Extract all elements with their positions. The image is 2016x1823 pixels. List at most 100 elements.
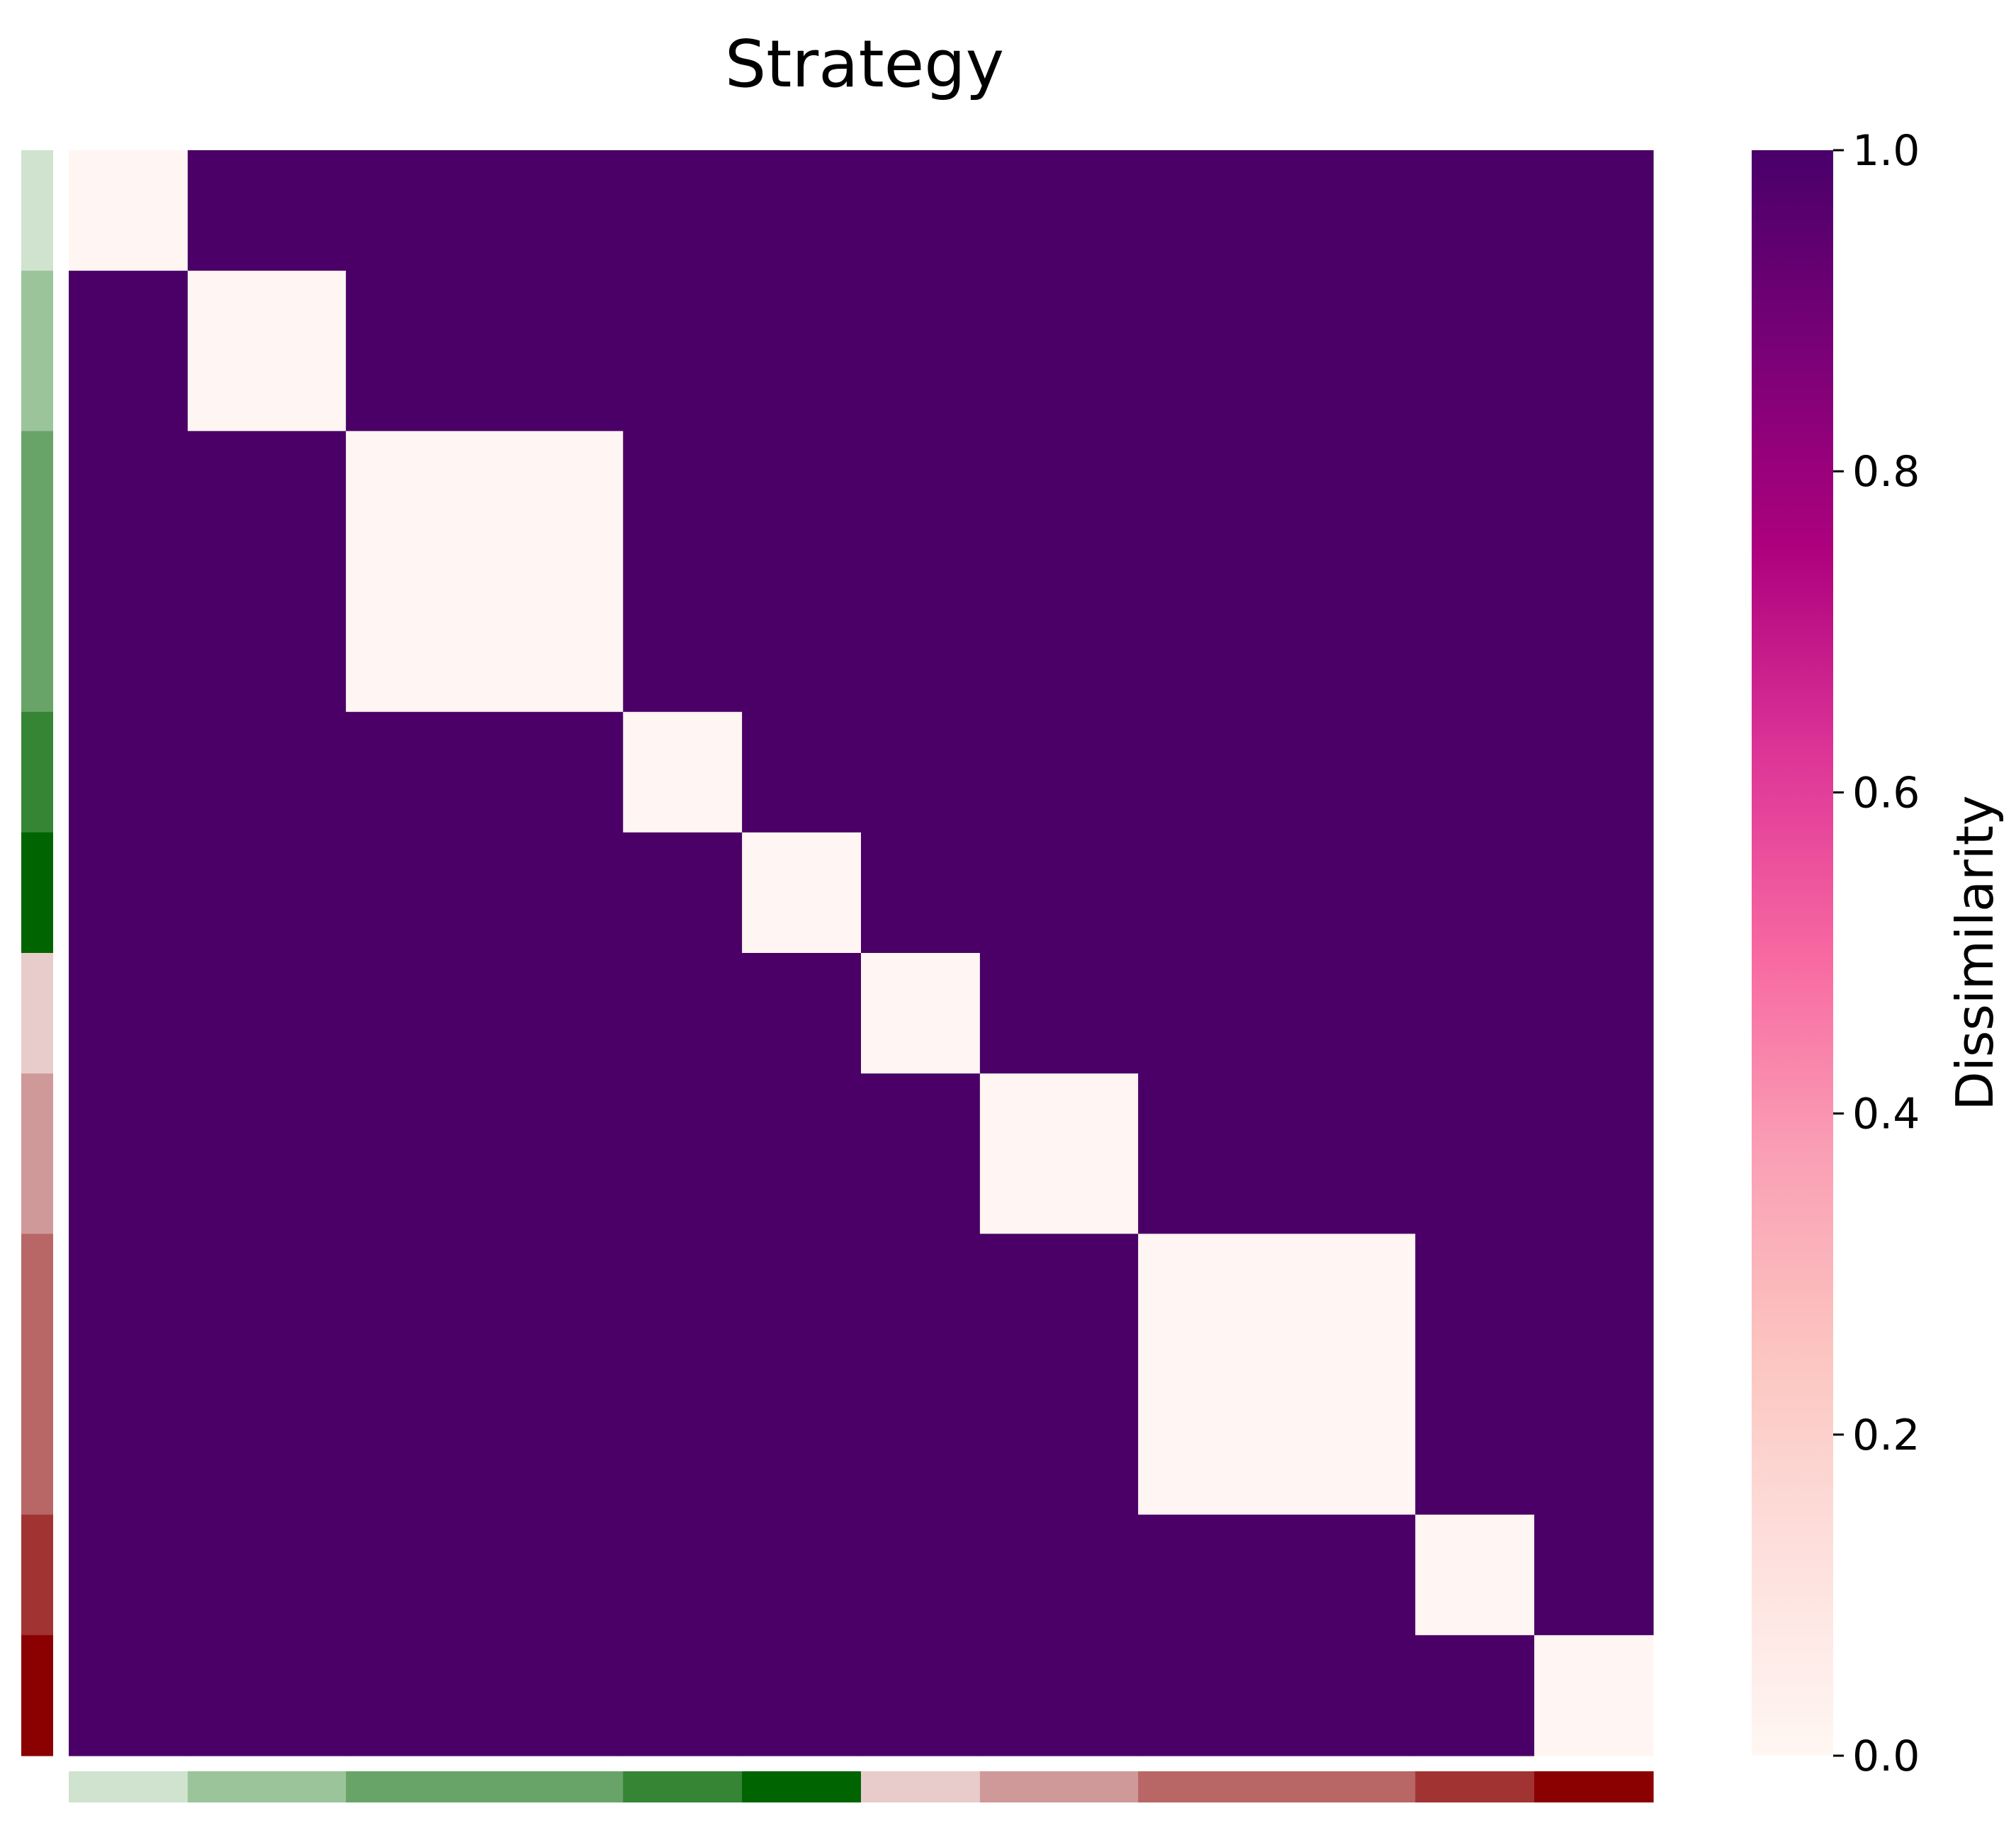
- heatmap-cell: [1415, 1073, 1535, 1234]
- heatmap-cell: [1415, 953, 1535, 1074]
- heatmap-cell: [742, 1234, 862, 1516]
- heatmap-cell: [1138, 271, 1416, 431]
- heatmap-cell: [346, 431, 624, 713]
- heatmap-cell: [346, 1234, 624, 1516]
- heatmap-cell: [69, 832, 188, 954]
- heatmap-cell: [1534, 271, 1654, 431]
- row-color-patch: [21, 711, 53, 833]
- heatmap-cell: [979, 431, 1139, 713]
- heatmap-cell: [69, 271, 188, 431]
- heatmap-cell: [346, 832, 624, 954]
- heatmap-cell: [69, 1073, 188, 1234]
- heatmap-cell: [979, 711, 1139, 833]
- chart-title: Strategy: [725, 26, 1004, 102]
- heatmap-cell: [346, 711, 624, 833]
- heatmap-cell: [1138, 1514, 1416, 1636]
- heatmap-cell: [861, 1073, 981, 1234]
- colorbar-ticks: 0.0 0.2 0.4 0.6 0.8 1.0: [1833, 126, 1920, 1781]
- heatmap-cells: [69, 150, 1654, 1756]
- column-color-patch: [187, 1771, 347, 1802]
- column-color-patch: [623, 1771, 743, 1802]
- heatmap-cell: [623, 953, 743, 1074]
- row-color-patch: [21, 1514, 53, 1636]
- heatmap-cell: [187, 1073, 347, 1234]
- heatmap-cell: [187, 1635, 347, 1756]
- heatmap-cell: [979, 832, 1139, 954]
- heatmap-cell: [1138, 431, 1416, 713]
- column-color-patch: [69, 1771, 188, 1802]
- heatmap-cell: [742, 953, 862, 1074]
- heatmap-cell: [1138, 832, 1416, 954]
- heatmap-cell: [623, 1635, 743, 1756]
- heatmap-cell: [346, 1073, 624, 1234]
- column-color-patch: [346, 1771, 624, 1802]
- row-color-patch: [21, 1635, 53, 1756]
- heatmap-cell: [187, 832, 347, 954]
- heatmap-cell: [979, 1514, 1139, 1636]
- heatmap-cell: [1415, 431, 1535, 713]
- heatmap-cell: [1534, 711, 1654, 833]
- heatmap-cell: [69, 711, 188, 833]
- colorbar-tick-label: 0.6: [1852, 768, 1920, 818]
- heatmap-cell: [1415, 832, 1535, 954]
- heatmap-cell: [1415, 1635, 1535, 1756]
- heatmap-cell: [187, 1514, 347, 1636]
- heatmap-cell: [1415, 1234, 1535, 1516]
- heatmap-cell: [69, 1234, 188, 1516]
- heatmap-cell: [742, 1514, 862, 1636]
- heatmap-cell: [1138, 953, 1416, 1074]
- heatmap-cell: [861, 711, 981, 833]
- heatmap-cell: [1534, 1635, 1654, 1756]
- colorbar-tick-label: 0.0: [1852, 1732, 1920, 1781]
- column-color-patch: [1415, 1771, 1535, 1802]
- heatmap-cell: [979, 1234, 1139, 1516]
- heatmap-cell: [187, 953, 347, 1074]
- heatmap-cell: [346, 953, 624, 1074]
- heatmap-cell: [742, 271, 862, 431]
- heatmap-cell: [1138, 1073, 1416, 1234]
- heatmap-cell: [69, 1514, 188, 1636]
- heatmap-cell: [623, 832, 743, 954]
- row-color-patch: [21, 431, 53, 713]
- heatmap-cell: [861, 150, 981, 271]
- heatmap-cell: [623, 1073, 743, 1234]
- heatmap-cell: [1534, 1073, 1654, 1234]
- heatmap-cell: [346, 150, 624, 271]
- heatmap-cell: [623, 1234, 743, 1516]
- column-color-patch: [1138, 1771, 1416, 1802]
- heatmap-cell: [187, 711, 347, 833]
- column-color-patch: [742, 1771, 862, 1802]
- heatmap-cell: [69, 1635, 188, 1756]
- heatmap-cell: [1138, 711, 1416, 833]
- heatmap-cell: [69, 150, 188, 271]
- column-color-patch: [1534, 1771, 1654, 1802]
- heatmap-cell: [1415, 711, 1535, 833]
- heatmap-cell: [1415, 1514, 1535, 1636]
- heatmap-cell: [1534, 832, 1654, 954]
- colorbar-label: Dissimilarity: [1945, 795, 2005, 1110]
- heatmap-cell: [1138, 1234, 1416, 1516]
- heatmap-cell: [1534, 150, 1654, 271]
- heatmap-cell: [346, 1514, 624, 1636]
- heatmap-cell: [861, 1514, 981, 1636]
- heatmap-cell: [623, 150, 743, 271]
- heatmap-cell: [979, 1073, 1139, 1234]
- heatmap-cell: [861, 953, 981, 1074]
- heatmap-cell: [979, 953, 1139, 1074]
- heatmap-cell: [346, 1635, 624, 1756]
- heatmap-cell: [1534, 431, 1654, 713]
- heatmap-cell: [69, 953, 188, 1074]
- heatmap-cell: [1534, 1514, 1654, 1636]
- heatmap-cell: [979, 1635, 1139, 1756]
- heatmap-cell: [861, 832, 981, 954]
- column-color-patch: [979, 1771, 1139, 1802]
- heatmap-cell: [1534, 1234, 1654, 1516]
- row-color-patch: [21, 150, 53, 271]
- column-color-patch: [861, 1771, 981, 1802]
- heatmap-cell: [1534, 953, 1654, 1074]
- row-color-patch: [21, 1073, 53, 1234]
- heatmap-cell: [861, 431, 981, 713]
- heatmap-cell: [742, 1073, 862, 1234]
- heatmap-cell: [187, 1234, 347, 1516]
